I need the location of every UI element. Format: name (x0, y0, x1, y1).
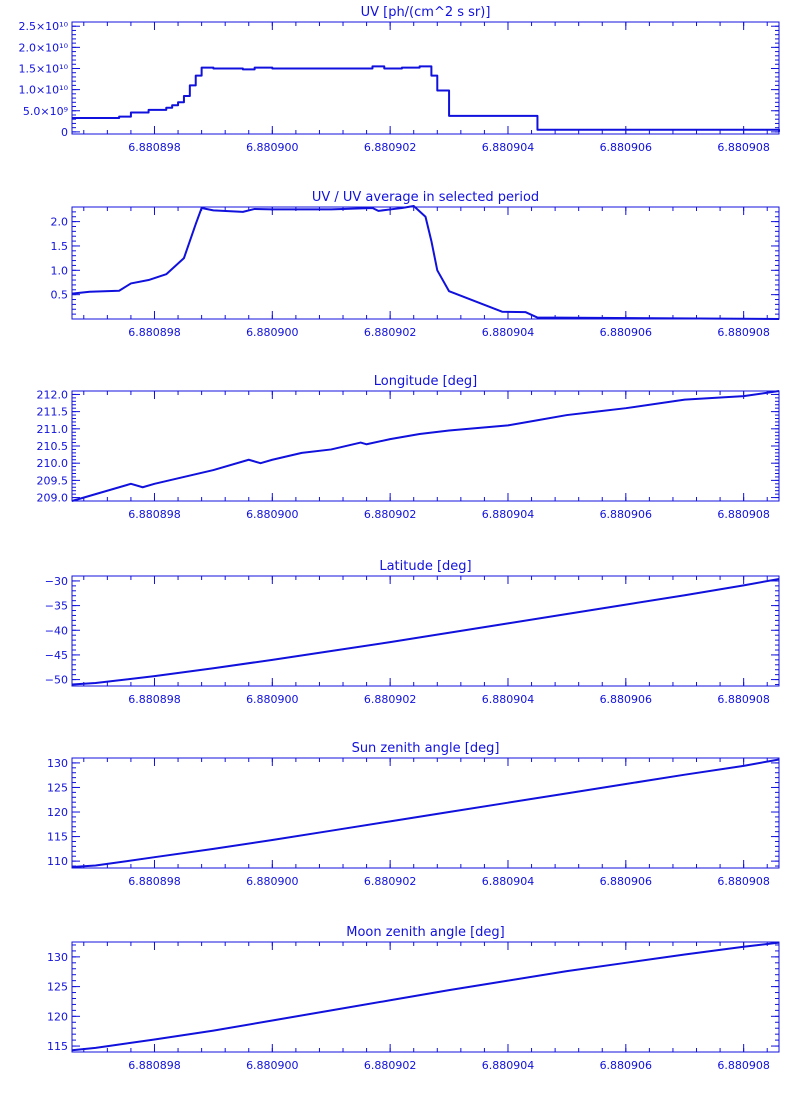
panel-title: Sun zenith angle [deg] (352, 741, 500, 756)
y-tick-label: 212.0 (37, 388, 69, 401)
y-tick-label: 2.5×10¹⁰ (18, 20, 68, 33)
series-line-0 (71, 390, 780, 502)
y-tick-label: 211.0 (37, 423, 69, 436)
plot-frame (71, 757, 780, 869)
x-tick-label: 6.880908 (717, 141, 770, 154)
panel-title: UV / UV average in selected period (312, 190, 539, 205)
x-tick-label: 6.880902 (364, 508, 417, 521)
x-tick-label: 6.880908 (717, 1059, 770, 1072)
x-tick-label: 6.880898 (128, 693, 181, 706)
x-tick-label: 6.880906 (600, 693, 653, 706)
y-tick-label: 115 (47, 1040, 68, 1053)
x-tick-label: 6.880900 (246, 1059, 299, 1072)
plot-frame (71, 21, 780, 135)
x-tick-label: 6.880906 (600, 141, 653, 154)
series-line-0 (72, 65, 780, 132)
series-line-0 (71, 577, 780, 686)
panel-4: Sun zenith angle [deg] 6.880898 6.880900 6.… (47, 741, 780, 888)
x-tick-label: 6.880904 (482, 1059, 535, 1072)
y-tick-label: 2.0×10¹⁰ (18, 41, 68, 54)
x-tick-label: 6.880898 (128, 141, 181, 154)
x-tick-label: 6.880902 (364, 875, 417, 888)
y-tick-label: 120 (47, 1010, 68, 1023)
x-tick-label: 6.880898 (128, 875, 181, 888)
y-tick-label: 115 (47, 831, 68, 844)
y-tick-label: 1.5×10¹⁰ (18, 62, 68, 75)
y-tick-label: 0 (61, 126, 68, 139)
y-tick-label: 5.0×10⁹ (23, 105, 68, 118)
y-tick-label: 130 (47, 951, 68, 964)
y-tick-label: 120 (47, 806, 68, 819)
panel-title: Latitude [deg] (379, 559, 471, 574)
y-tick-label: 1.5 (51, 240, 69, 253)
x-tick-label: 6.880902 (364, 1059, 417, 1072)
x-tick-label: 6.880908 (717, 875, 770, 888)
plot-frame (71, 390, 780, 502)
y-tick-label: 2.0 (51, 216, 69, 229)
y-tick-label: 130 (47, 757, 68, 770)
panel-title: UV [ph/(cm^2 s sr)] (361, 5, 491, 20)
plot-frame (71, 941, 780, 1053)
series-line-0 (71, 758, 780, 869)
x-tick-label: 6.880904 (482, 326, 535, 339)
y-tick-label: −35 (45, 600, 68, 613)
x-tick-label: 6.880906 (600, 508, 653, 521)
y-tick-label: 110 (47, 855, 68, 868)
x-tick-label: 6.880906 (600, 326, 653, 339)
y-tick-label: −50 (45, 674, 68, 687)
y-tick-label: 125 (47, 781, 68, 794)
y-tick-label: 125 (47, 981, 68, 994)
x-tick-label: 6.880900 (246, 141, 299, 154)
panel-title: Moon zenith angle [deg] (346, 925, 504, 940)
x-tick-label: 6.880904 (482, 875, 535, 888)
x-tick-label: 6.880904 (482, 141, 535, 154)
y-tick-label: 209.5 (37, 474, 69, 487)
y-tick-label: 210.5 (37, 440, 69, 453)
x-tick-label: 6.880904 (482, 693, 535, 706)
x-tick-label: 6.880906 (600, 875, 653, 888)
panel-2: Longitude [deg] 6.880898 6.880900 6.880902 6… (37, 374, 780, 521)
plot-frame (71, 206, 780, 320)
x-tick-label: 6.880908 (717, 326, 770, 339)
x-tick-label: 6.880908 (717, 508, 770, 521)
x-tick-label: 6.880904 (482, 508, 535, 521)
y-tick-label: −45 (45, 649, 68, 662)
x-tick-label: 6.880900 (246, 875, 299, 888)
x-tick-label: 6.880898 (128, 326, 181, 339)
y-tick-label: 209.0 (37, 492, 69, 505)
panel-5: Moon zenith angle [deg] 6.880898 6.880900 6… (47, 925, 780, 1072)
x-tick-label: 6.880900 (246, 508, 299, 521)
y-tick-label: −30 (45, 575, 68, 588)
y-tick-label: 1.0×10¹⁰ (18, 84, 68, 97)
x-tick-label: 6.880898 (128, 1059, 181, 1072)
panel-3: Latitude [deg] 6.880898 6.880900 6.880902 6.… (45, 559, 780, 706)
x-tick-label: 6.880908 (717, 693, 770, 706)
panel-0: UV [ph/(cm^2 s sr)] 6.880898 6.880900 6.880… (18, 5, 780, 154)
plot-frame (71, 575, 780, 687)
panel-1: UV / UV average in selected period 6.8808… (51, 190, 780, 339)
y-tick-label: 1.0 (51, 264, 69, 277)
x-tick-label: 6.880902 (364, 693, 417, 706)
panel-title: Longitude [deg] (374, 374, 477, 389)
y-tick-label: −40 (45, 624, 68, 637)
x-tick-label: 6.880898 (128, 508, 181, 521)
series-line-0 (71, 941, 780, 1052)
series-line-0 (71, 205, 780, 320)
y-tick-label: 211.5 (37, 406, 69, 419)
x-tick-label: 6.880906 (600, 1059, 653, 1072)
y-tick-label: 0.5 (51, 289, 69, 302)
x-tick-label: 6.880902 (364, 326, 417, 339)
y-tick-label: 210.0 (37, 457, 69, 470)
x-tick-label: 6.880900 (246, 326, 299, 339)
x-tick-label: 6.880902 (364, 141, 417, 154)
x-tick-label: 6.880900 (246, 693, 299, 706)
